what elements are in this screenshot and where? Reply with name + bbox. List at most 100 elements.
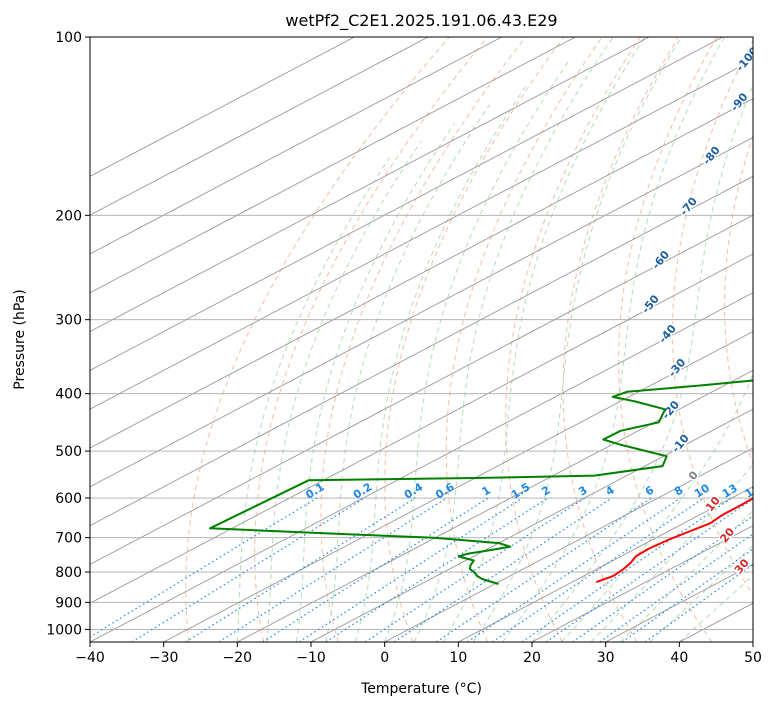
chart-title: wetPf2_C2E1.2025.191.06.43.E29 xyxy=(285,11,557,31)
moist-adiabat xyxy=(590,463,753,642)
isotherm xyxy=(384,447,753,642)
moist-adiabat xyxy=(325,104,491,642)
temperature-line xyxy=(595,497,753,584)
x-axis-label: Temperature (°C) xyxy=(360,681,482,697)
mixing-ratio-line xyxy=(325,497,549,642)
isotherm xyxy=(90,37,429,216)
dry-adiabat xyxy=(671,39,753,596)
background-lines xyxy=(90,37,753,642)
x-tick-label: −20 xyxy=(223,650,253,666)
mixing-ratio-line xyxy=(90,497,318,638)
isotherm xyxy=(90,98,753,449)
dry-adiabat xyxy=(445,37,603,642)
mixing-ratio-label: 1 xyxy=(480,484,493,499)
isotherm xyxy=(310,408,753,642)
isotherm-label: 40 xyxy=(750,585,770,605)
mixing-ratio-label: 6 xyxy=(643,483,657,498)
dry-adiabat xyxy=(505,37,641,642)
mixing-ratio-line xyxy=(644,563,753,642)
mixing-ratio-line xyxy=(393,497,613,642)
y-tick-label: 300 xyxy=(55,313,82,329)
mixing-ratio-line xyxy=(572,515,753,642)
x-tick-label: 40 xyxy=(670,650,688,666)
moist-adiabat xyxy=(384,61,569,642)
x-tick-label: 30 xyxy=(597,650,615,666)
mixing-ratio-line xyxy=(218,497,448,642)
y-tick-label: 900 xyxy=(55,595,82,611)
mixing-ratio-line xyxy=(491,497,705,642)
mixing-ratio-label: 20 xyxy=(767,481,775,500)
dry-adiabat xyxy=(185,37,450,642)
mixing-ratio-line xyxy=(467,497,681,642)
moist-adiabat xyxy=(236,157,390,642)
isotherm xyxy=(90,37,723,371)
isotherm xyxy=(90,175,753,527)
dry-adiabat xyxy=(254,37,488,642)
isotherm xyxy=(90,37,576,294)
mixing-ratio-line xyxy=(622,548,753,642)
mixing-ratio-label: 16 xyxy=(743,481,763,500)
isotherm xyxy=(90,37,355,177)
y-tick-label: 500 xyxy=(55,444,82,460)
x-tick-label: −10 xyxy=(296,650,326,666)
x-axis-ticks: −40 −30 −20 −10 0 10 20 30 40 50 xyxy=(75,642,762,666)
isotherm xyxy=(90,136,753,488)
plot-frame xyxy=(89,36,754,643)
mixing-ratio-line xyxy=(599,533,753,642)
y-tick-label: 600 xyxy=(55,491,82,507)
dry-adiabat xyxy=(320,37,527,642)
dry-adiabat xyxy=(562,37,679,642)
isotherm xyxy=(90,37,502,255)
mixing-ratio-label: 4 xyxy=(603,483,617,498)
moist-adiabat xyxy=(295,123,455,642)
dry-adiabat xyxy=(384,37,565,642)
isotherm xyxy=(163,331,753,642)
moist-adiabat xyxy=(472,37,682,642)
mixing-ratio-line xyxy=(262,497,489,642)
moist-adiabat xyxy=(413,37,614,642)
mixing-ratio-label: 0.1 xyxy=(303,480,326,501)
isotherm xyxy=(458,486,753,642)
y-axis-label: Pressure (hPa) xyxy=(12,289,28,389)
mixing-ratio-label: 1.5 xyxy=(509,480,532,501)
moist-adiabat xyxy=(502,37,725,642)
x-tick-label: 0 xyxy=(380,650,389,666)
dry-adiabat xyxy=(724,133,753,466)
mixing-ratio-label: 0.4 xyxy=(402,480,426,502)
x-tick-label: 50 xyxy=(744,650,762,666)
dewpoint-line xyxy=(209,379,753,585)
mixing-ratio-line xyxy=(364,497,586,642)
y-axis-ticks: 100 200 300 400 500 600 700 800 900 1000 xyxy=(46,30,90,638)
isotherm-label: -100 xyxy=(733,44,761,74)
y-tick-label: 1000 xyxy=(46,622,82,638)
moist-adiabat xyxy=(354,83,528,642)
moist-adiabat xyxy=(531,84,753,642)
x-tick-label: −30 xyxy=(149,650,179,666)
moist-adiabat xyxy=(443,37,646,642)
isotherm xyxy=(90,214,753,565)
y-tick-label: 200 xyxy=(55,208,82,224)
x-tick-label: 10 xyxy=(449,650,467,666)
y-tick-label: 800 xyxy=(55,565,82,581)
y-tick-label: 100 xyxy=(55,30,82,46)
isotherm-label: 0 xyxy=(686,468,701,482)
y-tick-label: 700 xyxy=(55,531,82,547)
isotherm xyxy=(531,525,753,642)
mixing-ratio-label: 2 xyxy=(539,483,552,498)
isotherm xyxy=(90,292,753,642)
isotherm xyxy=(90,253,753,604)
isotherm xyxy=(237,369,753,642)
x-tick-label: 20 xyxy=(523,650,541,666)
y-tick-label: 400 xyxy=(55,387,82,403)
mixing-ratio-label: 0.2 xyxy=(351,480,374,501)
isotherm xyxy=(90,37,650,333)
isotherm xyxy=(90,59,753,410)
mixing-ratio-line xyxy=(521,497,733,642)
mixing-ratio-line xyxy=(185,497,416,642)
isotherm xyxy=(752,641,753,642)
x-tick-label: −40 xyxy=(75,650,105,666)
profile-series xyxy=(209,379,753,585)
moist-adiabat xyxy=(561,372,753,642)
mixing-ratio-line xyxy=(545,498,753,642)
